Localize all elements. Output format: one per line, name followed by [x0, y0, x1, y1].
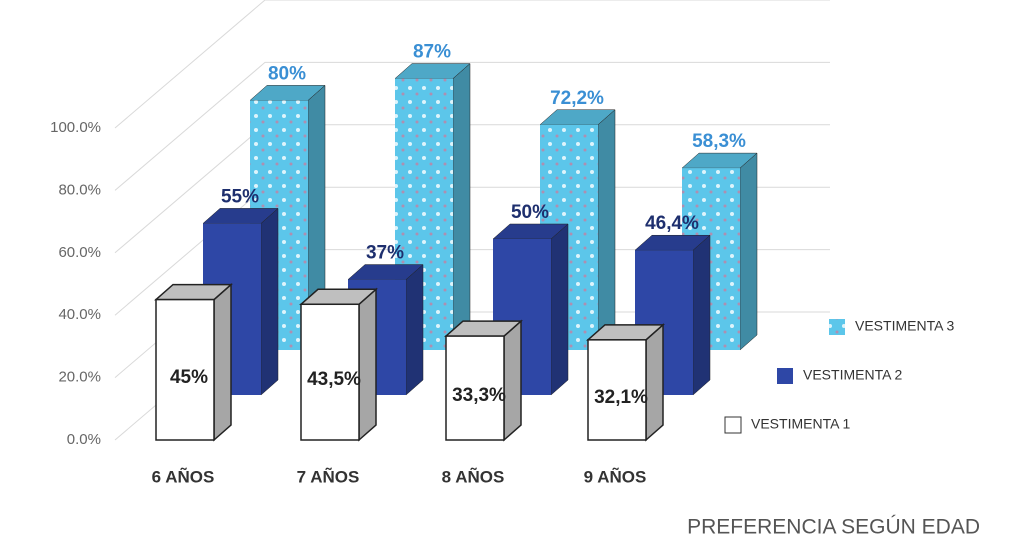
bar-side	[739, 152, 758, 351]
value-label: 50%	[511, 202, 549, 223]
bar-side	[213, 282, 232, 442]
chart-title: PREFERENCIA SEGÚN EDAD	[687, 516, 980, 539]
x-tick-label: 6 AÑOS	[152, 466, 215, 486]
bar-side	[597, 109, 616, 351]
bar	[587, 339, 647, 441]
value-label: 45%	[170, 367, 208, 388]
value-label: 58,3%	[692, 131, 746, 152]
bar	[155, 298, 215, 441]
bar-side	[645, 323, 664, 442]
legend-swatch-pattern	[829, 319, 845, 335]
y-tick-label: 40.0%	[58, 306, 101, 323]
bar-side	[452, 63, 471, 351]
bar	[300, 303, 360, 441]
value-label: 43,5%	[307, 369, 361, 390]
grid-line	[114, 61, 830, 191]
legend-swatch	[724, 416, 742, 434]
bar-side	[358, 287, 377, 442]
bar-side	[550, 223, 569, 396]
value-label: 46,4%	[645, 213, 699, 234]
value-label: 80%	[268, 63, 306, 84]
value-label: 72,2%	[550, 88, 604, 109]
legend-label: VESTIMENTA 2	[803, 367, 903, 383]
y-tick-label: 20.0%	[58, 369, 101, 386]
value-label: 33,3%	[452, 385, 506, 406]
y-tick-label: 0.0%	[67, 431, 101, 448]
value-label: 32,1%	[594, 387, 648, 408]
legend-label: VESTIMENTA 3	[855, 318, 955, 334]
y-tick-label: 80.0%	[58, 181, 101, 198]
bar	[445, 335, 505, 441]
value-label: 87%	[413, 42, 451, 63]
grid-line	[114, 0, 830, 129]
x-tick-label: 9 AÑOS	[584, 466, 647, 486]
bar-side	[503, 319, 522, 442]
legend-swatch	[777, 368, 793, 384]
y-tick-label: 60.0%	[58, 244, 101, 261]
legend-label: VESTIMENTA 1	[751, 416, 851, 432]
y-tick-label: 100.0%	[50, 119, 101, 136]
x-tick-label: 8 AÑOS	[442, 466, 505, 486]
value-label: 55%	[221, 186, 259, 207]
bar-side	[405, 264, 424, 396]
bar-side	[260, 207, 279, 396]
value-label: 37%	[366, 243, 404, 264]
x-tick-label: 7 AÑOS	[297, 466, 360, 486]
bar-side	[692, 234, 711, 396]
